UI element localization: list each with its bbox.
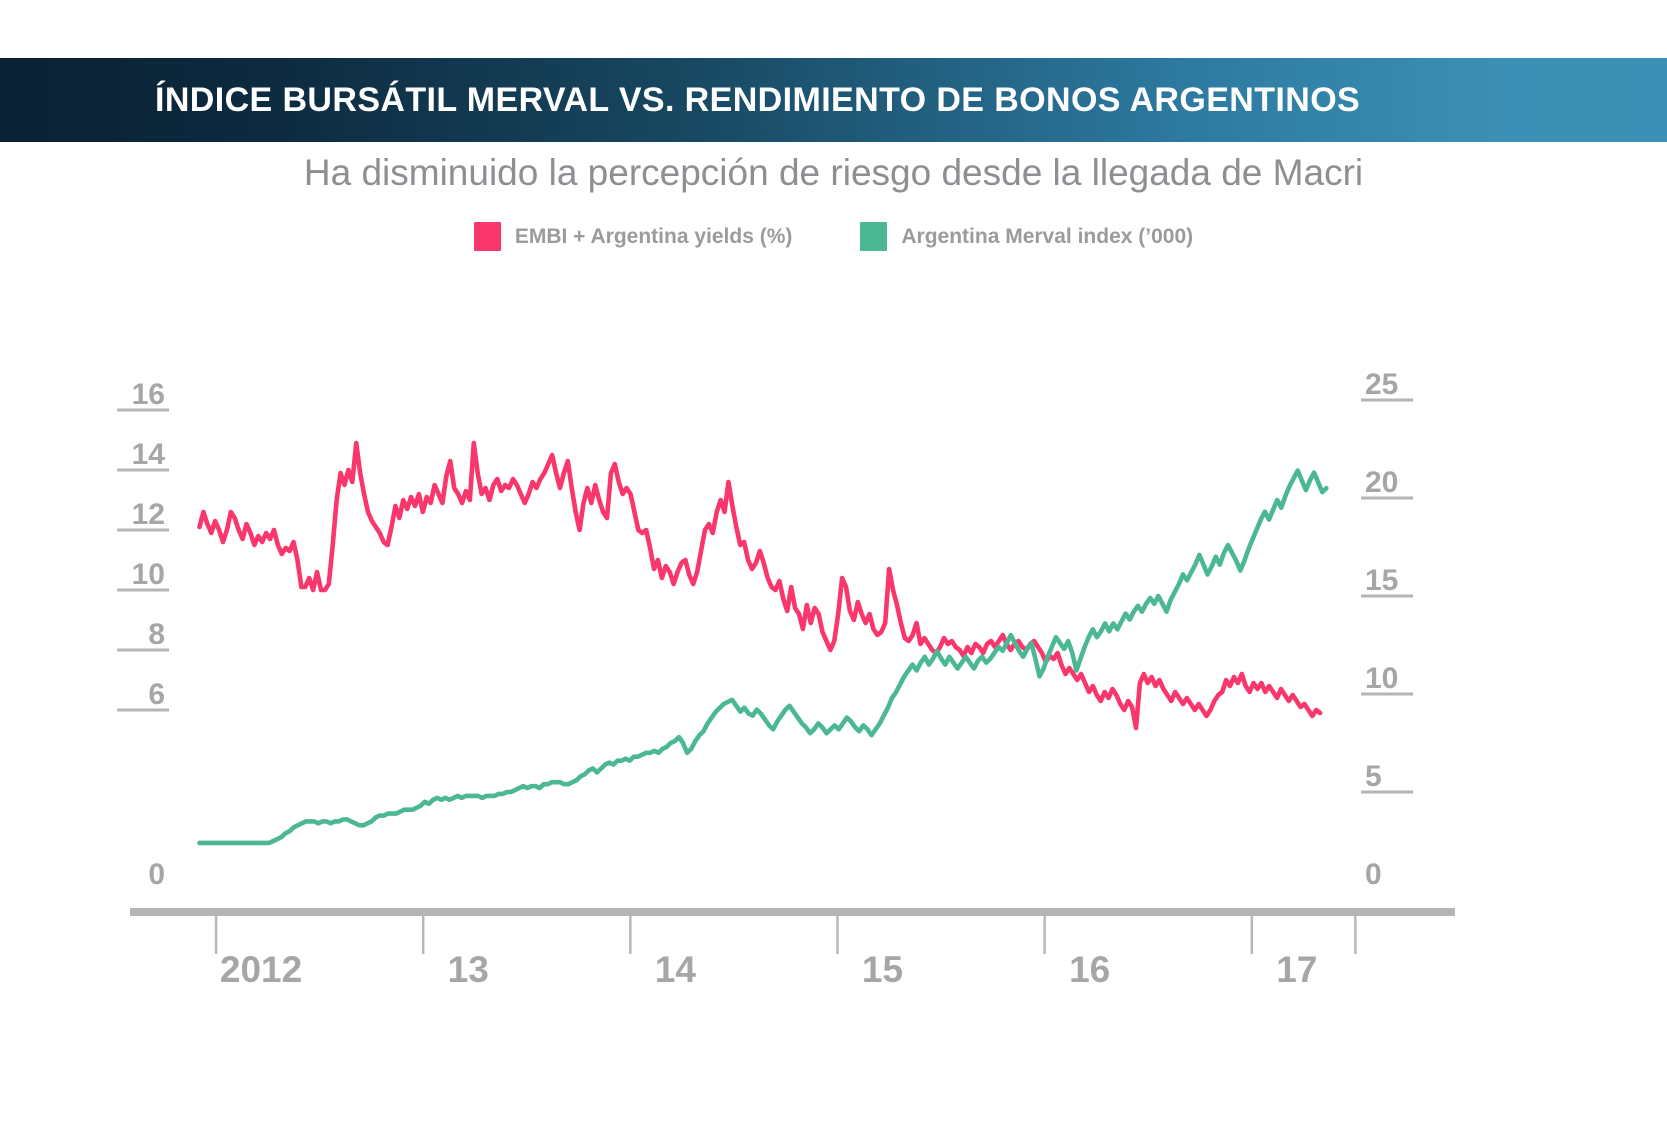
legend-label-merval: Argentina Merval index (’000) <box>901 224 1194 248</box>
series-line-embi <box>197 440 1323 731</box>
x-axis-year-label: 17 <box>1276 949 1317 990</box>
left-axis-tick-label: 16 <box>132 378 165 411</box>
left-axis-tick-label: 6 <box>148 678 165 711</box>
chart-subtitle: Ha disminuido la percepción de riesgo de… <box>303 152 1364 193</box>
right-axis-tick-label: 5 <box>1365 760 1382 793</box>
series-line-merval <box>197 468 1329 846</box>
x-axis-year-label: 2012 <box>220 949 302 990</box>
x-axis-year-label: 16 <box>1069 949 1110 990</box>
left-axis-tick-label: 12 <box>132 498 165 531</box>
chart-legend: EMBI + Argentina yields (%) Argentina Me… <box>0 222 1667 251</box>
legend-swatch-embi-icon <box>473 222 501 251</box>
legend-label-embi: EMBI + Argentina yields (%) <box>514 224 793 248</box>
x-axis-year-label: 14 <box>655 949 697 990</box>
legend-item-embi[interactable]: EMBI + Argentina yields (%) <box>473 222 793 251</box>
left-axis-tick-label: 14 <box>132 438 166 471</box>
right-axis-tick-label: 15 <box>1365 564 1398 597</box>
legend-item-merval[interactable]: Argentina Merval index (’000) <box>860 222 1193 251</box>
right-axis: 25 20 15 10 5 0 <box>1361 368 1413 891</box>
chart-series-group <box>197 440 1329 846</box>
x-axis-year-label: 13 <box>448 949 489 990</box>
left-axis: 16 14 12 10 8 6 0 <box>117 378 169 891</box>
left-axis-tick-label: 10 <box>132 558 165 591</box>
x-axis-year-label: 15 <box>862 949 903 990</box>
header-band: ÍNDICE BURSÁTIL MERVAL VS. RENDIMIENTO D… <box>0 58 1667 142</box>
right-axis-tick-label: 10 <box>1365 662 1398 695</box>
left-axis-tick-label: 8 <box>148 618 165 651</box>
chart-svg: 16 14 12 10 8 6 0 25 20 15 10 5 0 2012 13 14 15 16 17 <box>117 368 1455 990</box>
page-title: ÍNDICE BURSÁTIL MERVAL VS. RENDIMIENTO D… <box>155 80 1361 119</box>
right-axis-tick-label: 20 <box>1365 466 1398 499</box>
right-axis-tick-label: 25 <box>1365 368 1398 401</box>
left-axis-tick-label: 0 <box>148 858 165 891</box>
chart-plot-area: 16 14 12 10 8 6 0 25 20 15 10 5 0 2012 13 14 15 16 17 <box>0 300 1667 1060</box>
legend-swatch-merval-icon <box>860 222 888 251</box>
right-axis-tick-label: 0 <box>1365 858 1382 891</box>
x-axis: 2012 13 14 15 16 17 <box>130 908 1455 990</box>
